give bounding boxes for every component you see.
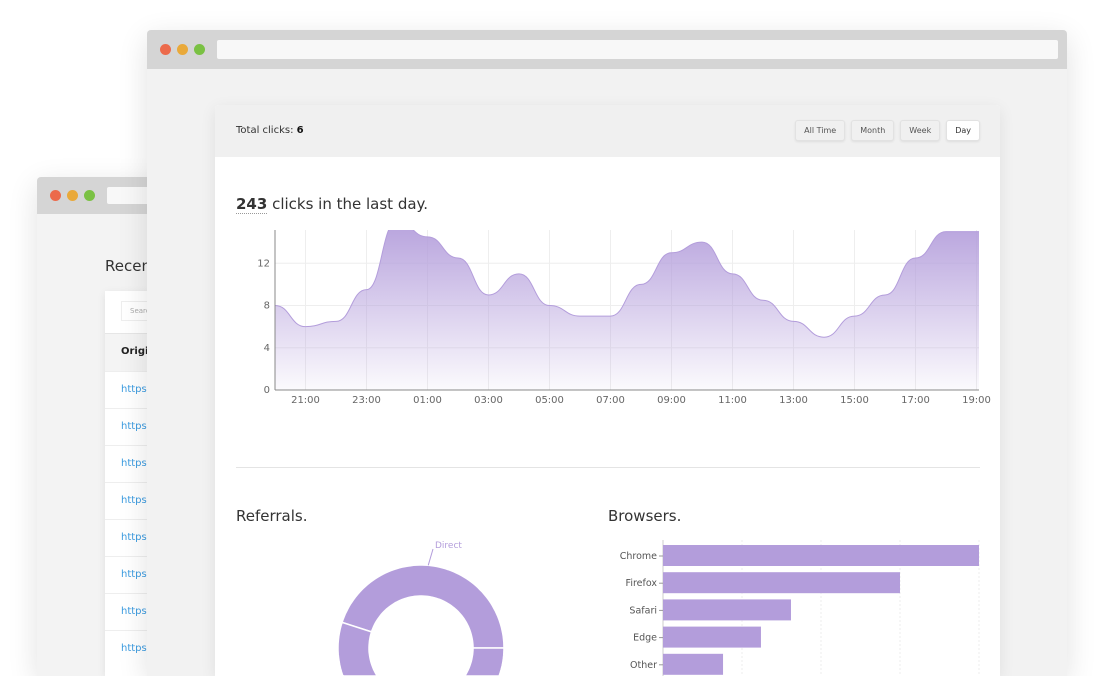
- y-tick-label: 12: [257, 258, 270, 269]
- referrals-donut-chart: Direct: [337, 541, 505, 676]
- y-tick-label: 0: [264, 385, 270, 396]
- browser-bar: [663, 572, 900, 594]
- close-dot-icon[interactable]: [50, 190, 61, 201]
- browser-bar: [663, 653, 724, 675]
- browser-bar: [663, 626, 761, 648]
- x-tick-label: 09:00: [657, 395, 686, 406]
- clicks-area: [275, 230, 979, 390]
- divider: [236, 467, 980, 468]
- x-tick-label: 21:00: [291, 395, 320, 406]
- maximize-dot-icon[interactable]: [84, 190, 95, 201]
- minimize-dot-icon[interactable]: [67, 190, 78, 201]
- filter-all-time-button[interactable]: All Time: [795, 120, 846, 141]
- filter-week-button[interactable]: Week: [900, 120, 941, 141]
- x-tick-label: 07:00: [596, 395, 625, 406]
- referrals-title: Referrals.: [236, 507, 308, 525]
- slice-label-leader: [427, 548, 434, 566]
- donut-slice: [337, 621, 505, 676]
- y-tick-label: 8: [264, 301, 270, 312]
- x-tick-label: 13:00: [779, 395, 808, 406]
- clicks-area-chart: 048121621:0023:0001:0003:0005:0007:0009:…: [257, 230, 991, 406]
- x-tick-label: 11:00: [718, 395, 747, 406]
- browser-label: Chrome: [620, 551, 657, 562]
- x-tick-label: 15:00: [840, 395, 869, 406]
- x-tick-label: 23:00: [352, 395, 381, 406]
- x-tick-label: 17:00: [901, 395, 930, 406]
- title-bar: [147, 30, 1067, 69]
- total-clicks-label: Total clicks:: [236, 125, 297, 136]
- clicks-line: [274, 230, 979, 338]
- maximize-dot-icon[interactable]: [194, 44, 205, 55]
- page-title: Recent: [105, 257, 157, 275]
- clicks-count: 243: [236, 195, 268, 214]
- browser-label: Firefox: [626, 578, 658, 589]
- y-tick-label: 4: [264, 343, 270, 354]
- filter-day-button[interactable]: Day: [946, 120, 980, 141]
- browser-label: Safari: [629, 605, 657, 616]
- browser-bar: [663, 599, 791, 621]
- clicks-summary: 243 clicks in the last day.: [236, 195, 429, 214]
- slice-label: Direct: [435, 541, 462, 551]
- filter-month-button[interactable]: Month: [851, 120, 895, 141]
- x-tick-label: 05:00: [535, 395, 564, 406]
- browsers-title: Browsers.: [608, 507, 682, 525]
- x-tick-label: 19:00: [962, 395, 991, 406]
- minimize-dot-icon[interactable]: [177, 44, 188, 55]
- x-tick-label: 01:00: [413, 395, 442, 406]
- clicks-summary-text: clicks in the last day.: [267, 195, 429, 213]
- browser-bar: [663, 545, 979, 566]
- close-dot-icon[interactable]: [160, 44, 171, 55]
- address-bar[interactable]: [217, 40, 1058, 59]
- total-clicks-value: 6: [296, 125, 304, 136]
- browsers-bar-chart: Chrome Firefox Safari Edge Other: [620, 540, 980, 676]
- browser-label: Other: [630, 660, 657, 671]
- total-clicks: Total clicks: 6: [236, 125, 304, 136]
- stats-card: Total clicks: 6 All Time Month Week Day …: [215, 105, 1000, 676]
- browser-window: Total clicks: 6 All Time Month Week Day …: [147, 30, 1067, 676]
- card-header: Total clicks: 6 All Time Month Week Day: [215, 105, 1000, 157]
- x-tick-label: 03:00: [474, 395, 503, 406]
- period-filter: All Time Month Week Day: [795, 120, 980, 141]
- browser-label: Edge: [633, 633, 657, 644]
